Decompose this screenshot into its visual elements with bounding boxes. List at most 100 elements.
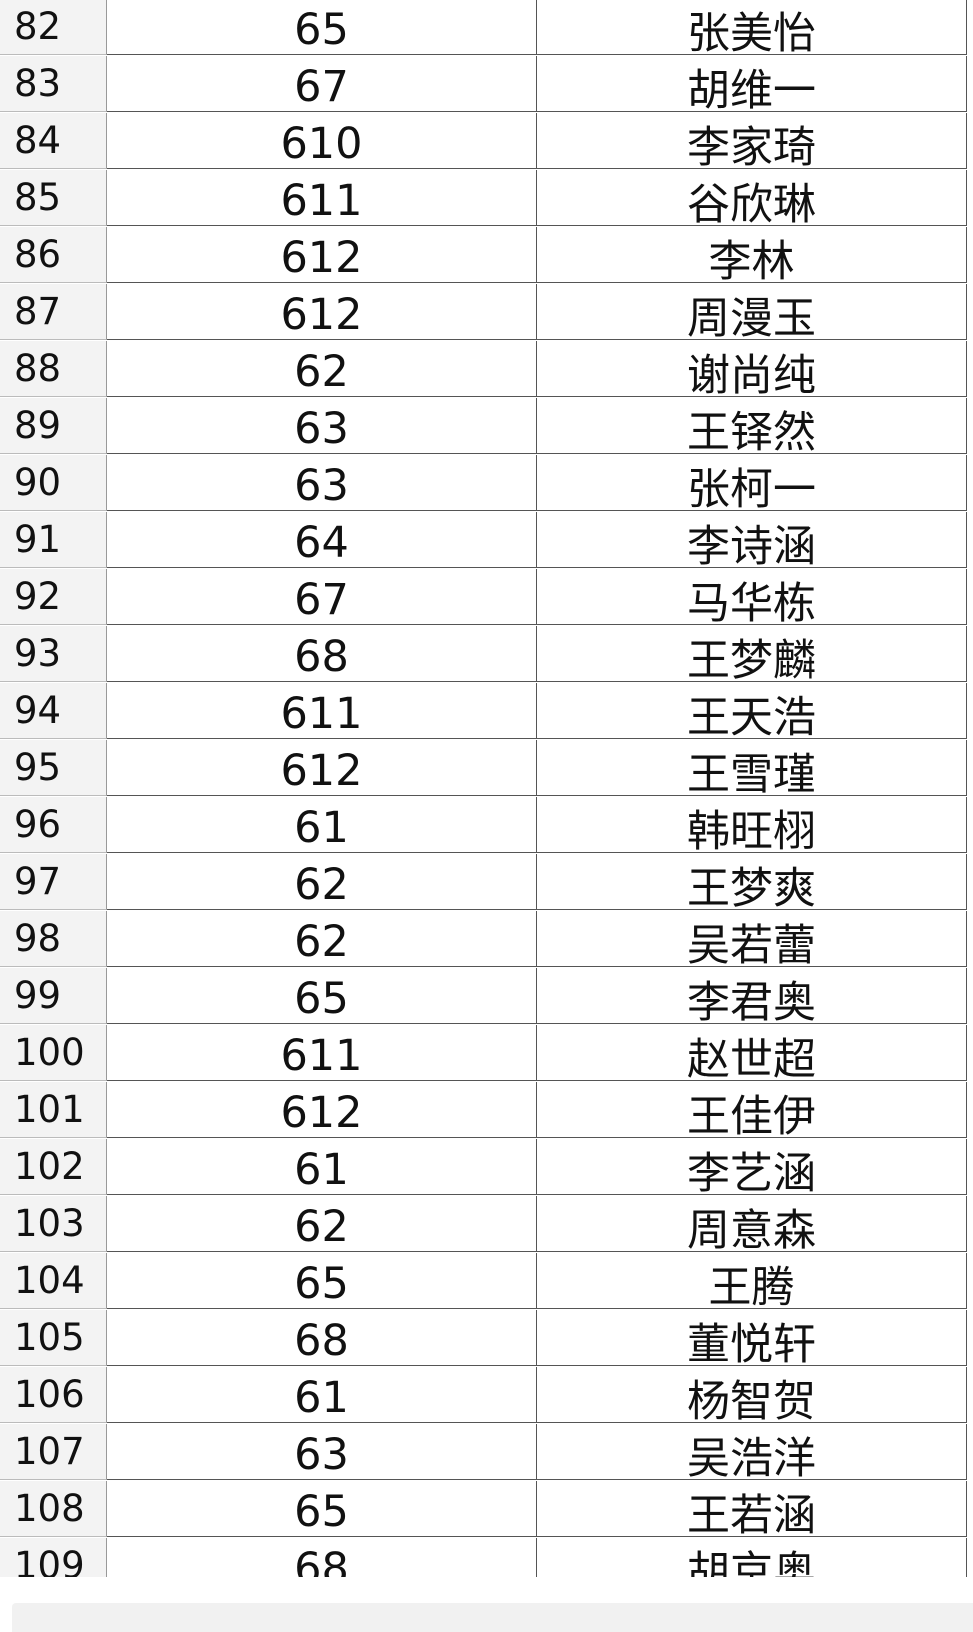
name-cell: 李家琦 [537, 113, 967, 173]
table-row: 95 612 王雪瑾 [0, 740, 967, 800]
class-cell: 65 [107, 0, 537, 55]
table-row: 87 612 周漫玉 [0, 284, 967, 344]
row-number: 105 [0, 1310, 107, 1366]
row-number: 95 [0, 740, 107, 796]
name-cell: 韩旺栩 [537, 797, 967, 857]
class-cell: 62 [107, 854, 537, 910]
table-row: 84 610 李家琦 [0, 113, 967, 173]
name-cell: 周意森 [537, 1196, 967, 1256]
table-row: 109 68 胡京奥 [0, 1538, 967, 1577]
name-cell: 张美怡 [537, 0, 967, 59]
table-row: 88 62 谢尚纯 [0, 341, 967, 401]
class-cell: 611 [107, 170, 537, 226]
class-cell: 612 [107, 227, 537, 283]
table-row: 105 68 董悦轩 [0, 1310, 967, 1370]
row-number: 83 [0, 56, 107, 112]
row-number: 106 [0, 1367, 107, 1423]
name-cell: 王铎然 [537, 398, 967, 458]
table-row: 102 61 李艺涵 [0, 1139, 967, 1199]
class-cell: 612 [107, 740, 537, 796]
name-cell: 李林 [537, 227, 967, 287]
name-cell: 谷欣琳 [537, 170, 967, 230]
table-row: 90 63 张柯一 [0, 455, 967, 515]
class-cell: 612 [107, 284, 537, 340]
table-row: 85 611 谷欣琳 [0, 170, 967, 230]
table-row: 99 65 李君奥 [0, 968, 967, 1028]
class-cell: 68 [107, 1538, 537, 1577]
name-cell: 王梦爽 [537, 854, 967, 914]
table-row: 91 64 李诗涵 [0, 512, 967, 572]
class-cell: 610 [107, 113, 537, 169]
name-cell: 王梦麟 [537, 626, 967, 686]
class-cell: 611 [107, 683, 537, 739]
class-cell: 61 [107, 1367, 537, 1423]
table-row: 89 63 王铎然 [0, 398, 967, 458]
table-row: 83 67 胡维一 [0, 56, 967, 116]
spreadsheet: 82 65 张美怡 83 67 胡维一 84 610 李家琦 85 611 谷欣琳 86 612 李林 87 6… [0, 0, 967, 1577]
class-cell: 612 [107, 1082, 537, 1138]
row-number: 104 [0, 1253, 107, 1309]
row-number: 88 [0, 341, 107, 397]
name-cell: 李君奥 [537, 968, 967, 1028]
class-cell: 63 [107, 455, 537, 511]
name-cell: 王佳伊 [537, 1082, 967, 1142]
row-number: 108 [0, 1481, 107, 1537]
class-cell: 62 [107, 911, 537, 967]
table-row: 104 65 王腾 [0, 1253, 967, 1313]
table-row: 96 61 韩旺栩 [0, 797, 967, 857]
table-row: 94 611 王天浩 [0, 683, 967, 743]
table-row: 98 62 吴若蕾 [0, 911, 967, 971]
name-cell: 胡京奥 [537, 1538, 967, 1577]
row-number: 82 [0, 0, 107, 55]
table-row: 108 65 王若涵 [0, 1481, 967, 1541]
name-cell: 王天浩 [537, 683, 967, 743]
name-cell: 王雪瑾 [537, 740, 967, 800]
table-row: 93 68 王梦麟 [0, 626, 967, 686]
class-cell: 62 [107, 1196, 537, 1252]
class-cell: 65 [107, 968, 537, 1024]
row-number: 97 [0, 854, 107, 910]
name-cell: 胡维一 [537, 56, 967, 116]
row-number: 84 [0, 113, 107, 169]
bottom-bar [12, 1603, 973, 1632]
row-number: 91 [0, 512, 107, 568]
row-number: 93 [0, 626, 107, 682]
table-row: 103 62 周意森 [0, 1196, 967, 1256]
row-number: 94 [0, 683, 107, 739]
name-cell: 王腾 [537, 1253, 967, 1313]
table-row: 92 67 马华栋 [0, 569, 967, 629]
row-number: 98 [0, 911, 107, 967]
table-row: 97 62 王梦爽 [0, 854, 967, 914]
name-cell: 谢尚纯 [537, 341, 967, 401]
table-row: 86 612 李林 [0, 227, 967, 287]
class-cell: 61 [107, 1139, 537, 1195]
class-cell: 68 [107, 626, 537, 682]
table-row: 106 61 杨智贺 [0, 1367, 967, 1427]
name-cell: 李诗涵 [537, 512, 967, 572]
class-cell: 65 [107, 1253, 537, 1309]
name-cell: 吴浩洋 [537, 1424, 967, 1484]
name-cell: 王若涵 [537, 1481, 967, 1541]
class-cell: 65 [107, 1481, 537, 1537]
row-number: 87 [0, 284, 107, 340]
row-number: 89 [0, 398, 107, 454]
class-cell: 67 [107, 56, 537, 112]
row-number: 101 [0, 1082, 107, 1138]
row-number: 100 [0, 1025, 107, 1081]
class-cell: 67 [107, 569, 537, 625]
class-cell: 61 [107, 797, 537, 853]
table-row: 82 65 张美怡 [0, 0, 967, 59]
table-row: 101 612 王佳伊 [0, 1082, 967, 1142]
name-cell: 赵世超 [537, 1025, 967, 1085]
class-cell: 62 [107, 341, 537, 397]
name-cell: 吴若蕾 [537, 911, 967, 971]
name-cell: 马华栋 [537, 569, 967, 629]
name-cell: 董悦轩 [537, 1310, 967, 1370]
class-cell: 63 [107, 1424, 537, 1480]
class-cell: 63 [107, 398, 537, 454]
row-number: 85 [0, 170, 107, 226]
row-number: 92 [0, 569, 107, 625]
row-number: 107 [0, 1424, 107, 1480]
row-number: 90 [0, 455, 107, 511]
